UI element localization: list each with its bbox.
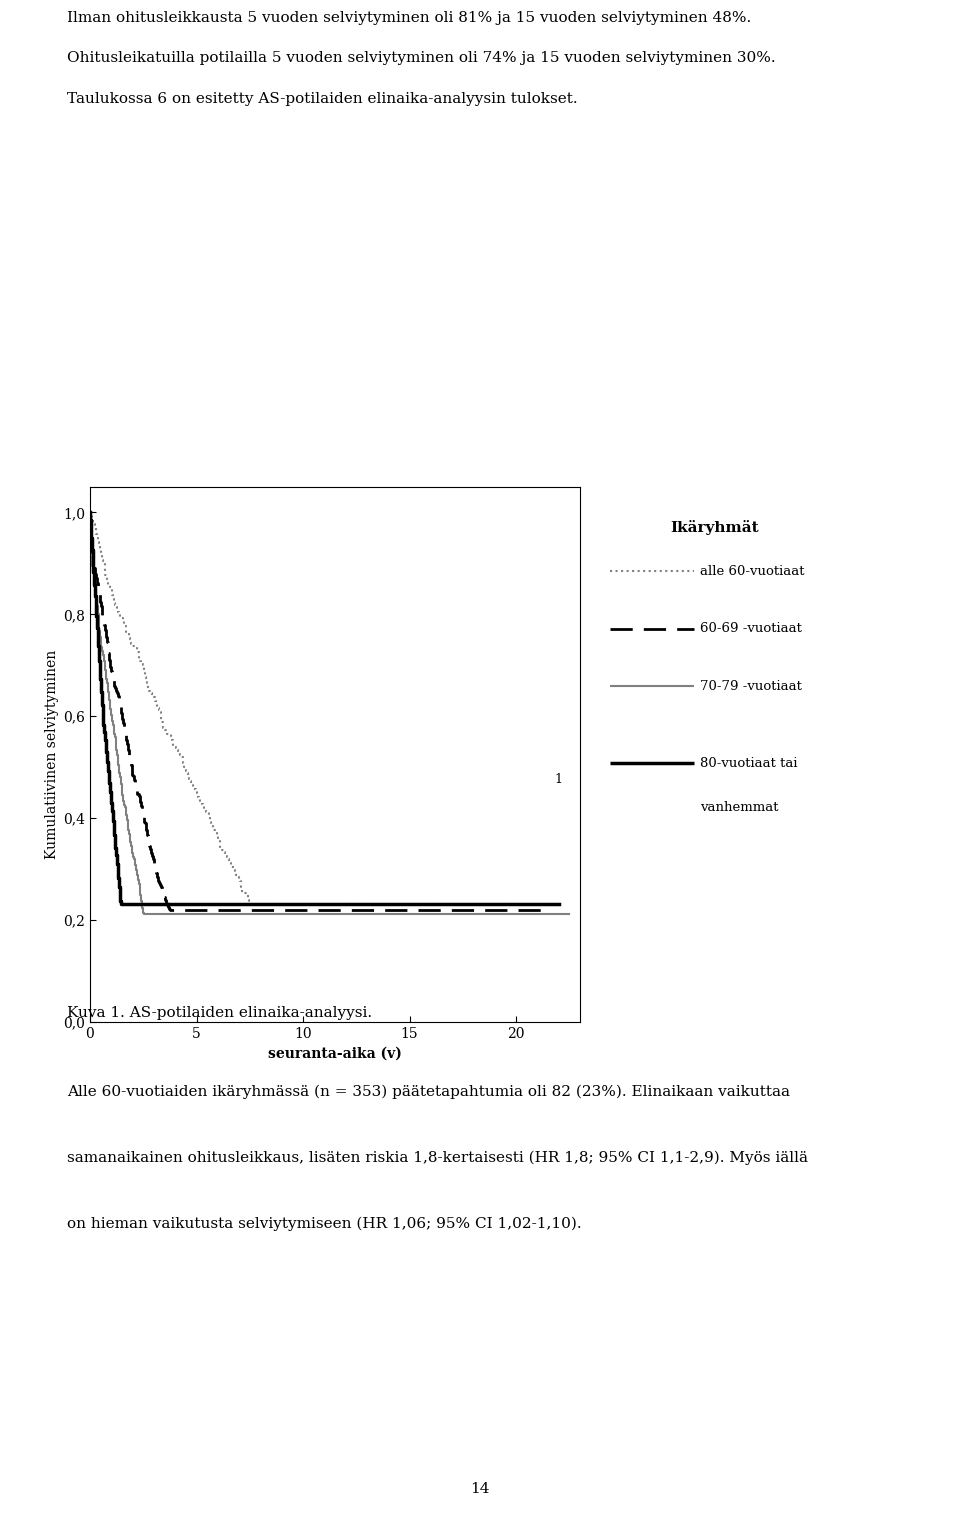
Text: on hieman vaikutusta selviytymiseen (HR 1,06; 95% CI 1,02-1,10).: on hieman vaikutusta selviytymiseen (HR … <box>67 1217 582 1231</box>
Text: Alle 60-vuotiaiden ikäryhmässä (n = 353) päätetapahtumia oli 82 (23%). Elinaikaa: Alle 60-vuotiaiden ikäryhmässä (n = 353)… <box>67 1084 790 1099</box>
X-axis label: seuranta-aika (v): seuranta-aika (v) <box>268 1046 402 1060</box>
Text: 70-79 -vuotiaat: 70-79 -vuotiaat <box>700 680 802 693</box>
Text: 14: 14 <box>470 1481 490 1496</box>
Text: Ilman ohitusleikkausta 5 vuoden selviytyminen oli 81% ja 15 vuoden selviytyminen: Ilman ohitusleikkausta 5 vuoden selviyty… <box>67 11 752 26</box>
Text: Taulukossa 6 on esitetty AS-potilaiden elinaika-analyysin tulokset.: Taulukossa 6 on esitetty AS-potilaiden e… <box>67 92 578 105</box>
Text: Ikäryhmät: Ikäryhmät <box>671 519 759 534</box>
Text: Kuva 1. AS-potilaiden elinaika-analyysi.: Kuva 1. AS-potilaiden elinaika-analyysi. <box>67 1006 372 1020</box>
Text: samanaikainen ohitusleikkaus, lisäten riskia 1,8-kertaisesti (HR 1,8; 95% CI 1,1: samanaikainen ohitusleikkaus, lisäten ri… <box>67 1151 808 1165</box>
Text: alle 60-vuotiaat: alle 60-vuotiaat <box>700 565 804 577</box>
Text: vanhemmat: vanhemmat <box>700 802 779 814</box>
Text: 80-vuotiaat tai: 80-vuotiaat tai <box>700 756 798 770</box>
Text: Ohitusleikatuilla potilailla 5 vuoden selviytyminen oli 74% ja 15 vuoden selviyt: Ohitusleikatuilla potilailla 5 vuoden se… <box>67 52 776 66</box>
Y-axis label: Kumulatiivinen selviytyminen: Kumulatiivinen selviytyminen <box>45 651 59 860</box>
Text: 60-69 -vuotiaat: 60-69 -vuotiaat <box>700 621 802 635</box>
Text: 1: 1 <box>555 773 563 785</box>
